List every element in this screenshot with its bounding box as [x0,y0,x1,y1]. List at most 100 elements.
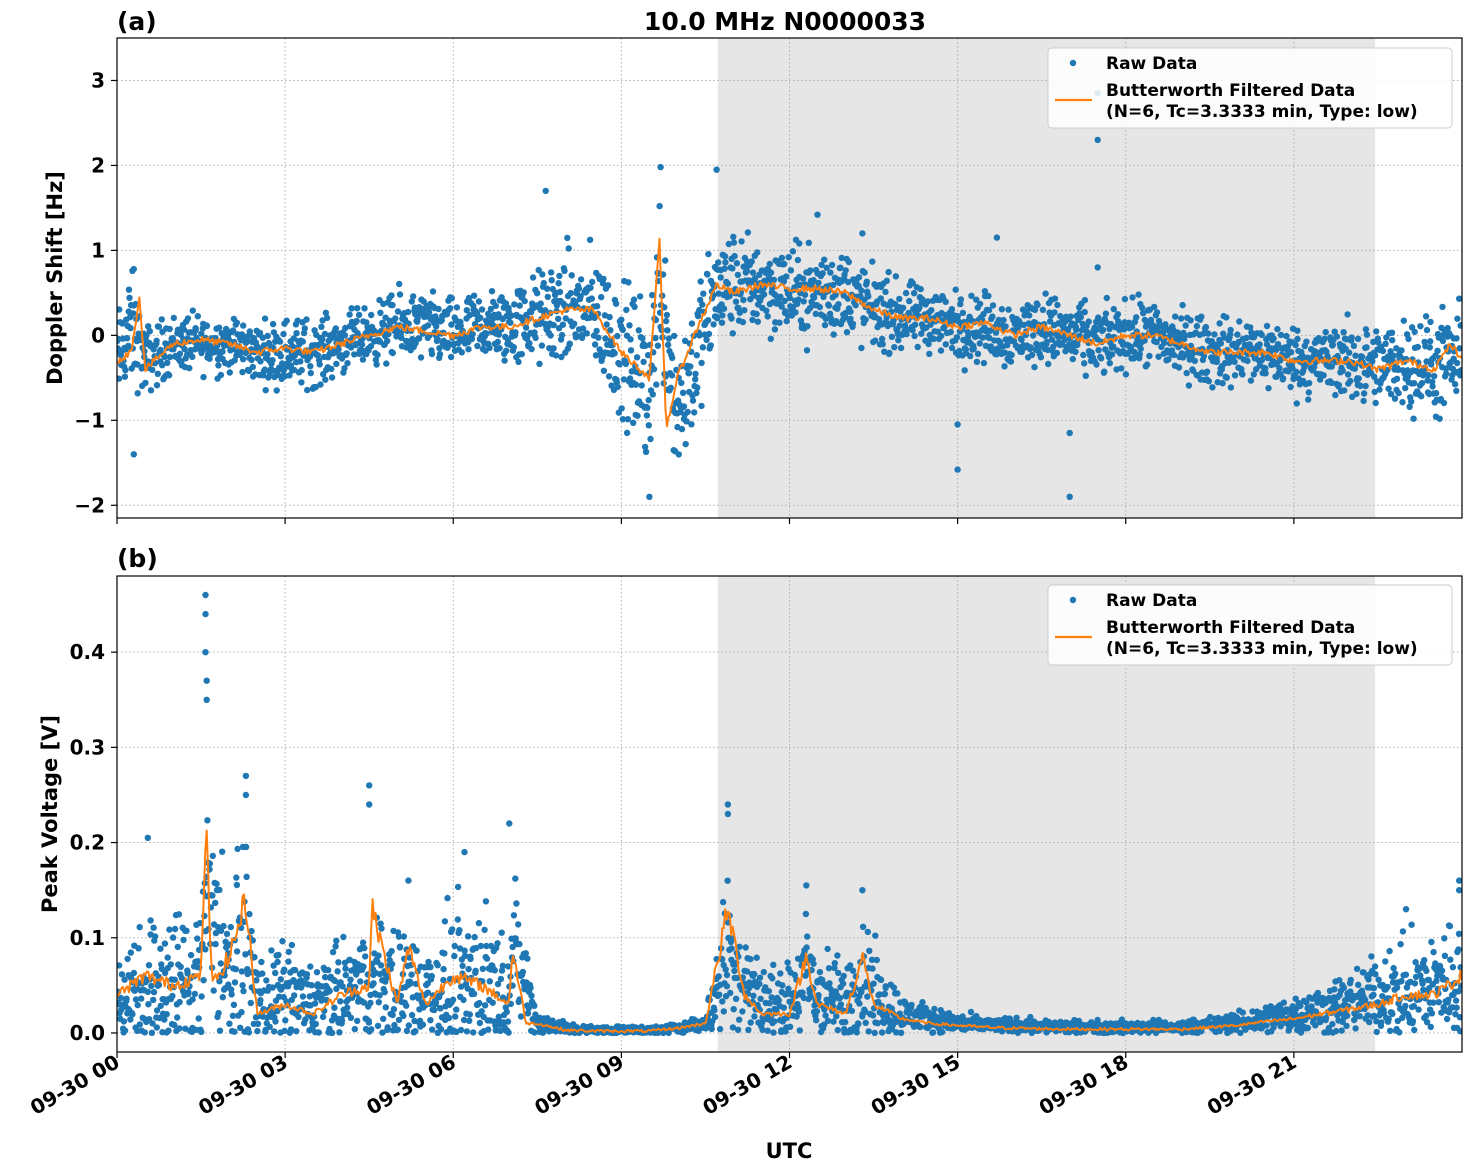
raw-data-point [282,1017,289,1024]
raw-data-point [647,435,654,443]
raw-data-point [639,335,646,342]
raw-data-point [1084,332,1091,339]
raw-data-point [1453,335,1460,342]
raw-data-point [419,1021,427,1028]
raw-data-point [794,256,802,264]
raw-data-point [242,349,249,357]
raw-data-point [1198,313,1205,320]
raw-data-point [1263,1022,1270,1029]
raw-data-point [204,817,211,824]
raw-data-point [821,321,829,329]
raw-data-point [498,929,505,936]
raw-data-point [336,1029,343,1036]
raw-data-point [410,293,417,300]
raw-data-point [526,340,533,347]
raw-data-point [693,389,700,397]
raw-data-point [268,947,275,954]
raw-data-point [770,961,777,968]
raw-data-point [739,318,747,326]
raw-data-point [465,346,472,353]
raw-data-point [985,306,993,314]
raw-data-point [795,296,802,303]
raw-data-point [389,1011,396,1019]
raw-data-point [184,970,191,977]
raw-data-point [451,952,458,960]
raw-data-point [892,273,900,280]
raw-data-point [423,972,430,979]
raw-data-point [780,1004,787,1011]
raw-data-point [731,252,738,260]
raw-data-point [732,298,740,305]
raw-data-point [1400,317,1408,324]
raw-data-point [1393,375,1401,382]
raw-data-point [157,1002,164,1010]
raw-data-point [359,939,367,946]
raw-data-point [726,292,733,300]
raw-data-point [338,1017,346,1024]
raw-data-point [567,289,574,297]
raw-data-point [1137,345,1145,353]
raw-data-point [435,305,442,313]
raw-data-point [1333,333,1341,340]
raw-data-point [392,315,399,322]
raw-data-point [171,1021,178,1029]
raw-data-point [748,258,755,265]
raw-data-point [522,324,530,331]
raw-data-point [982,342,990,350]
raw-data-point [169,934,177,941]
raw-data-point [664,327,671,334]
raw-data-point [1122,371,1130,378]
raw-data-point [481,926,488,934]
raw-data-point [845,258,852,266]
raw-data-point [777,293,784,300]
raw-data-point [259,970,266,977]
raw-data-point [1031,363,1038,371]
raw-data-point [1164,347,1171,354]
raw-data-point [668,372,676,379]
raw-data-point [512,875,519,882]
raw-data-point [882,288,889,296]
raw-data-point [510,344,517,351]
raw-data-point [1102,310,1110,317]
raw-data-point [1344,311,1351,318]
raw-data-point [231,979,239,986]
raw-data-point [254,1020,262,1027]
raw-data-point [902,325,909,332]
raw-data-point [460,1016,468,1024]
raw-data-point [316,361,323,368]
raw-data-point [494,338,501,346]
raw-data-point [588,295,595,302]
raw-data-point [606,313,613,321]
raw-data-point [1276,364,1283,372]
panel-b-ylabel: Peak Voltage [V] [38,715,62,913]
raw-data-point [257,997,264,1004]
raw-data-point [467,955,474,962]
raw-data-point [328,374,336,381]
raw-data-point [1434,347,1441,354]
raw-data-point [476,1019,484,1027]
raw-data-point [440,976,447,984]
raw-data-point [482,898,490,905]
raw-data-point [279,938,286,945]
raw-data-point [810,294,818,301]
raw-data-point [238,1009,245,1016]
raw-data-point [465,294,473,302]
raw-data-point [388,292,395,299]
panel-b-label: (b) [117,544,158,573]
raw-data-point [799,275,807,282]
raw-data-point [1457,372,1462,379]
raw-data-point [1247,324,1254,331]
raw-data-point [679,389,687,396]
raw-data-point [799,989,806,996]
raw-data-point [322,309,330,316]
raw-data-point [239,368,246,376]
raw-data-point [992,329,1000,336]
raw-data-point [149,1020,156,1027]
raw-data-point [325,966,332,974]
raw-data-point [176,350,184,357]
raw-data-point [826,980,833,987]
raw-data-point [375,999,382,1006]
raw-data-point [853,1029,860,1036]
raw-data-point [1223,374,1231,381]
raw-data-point [1144,361,1151,368]
